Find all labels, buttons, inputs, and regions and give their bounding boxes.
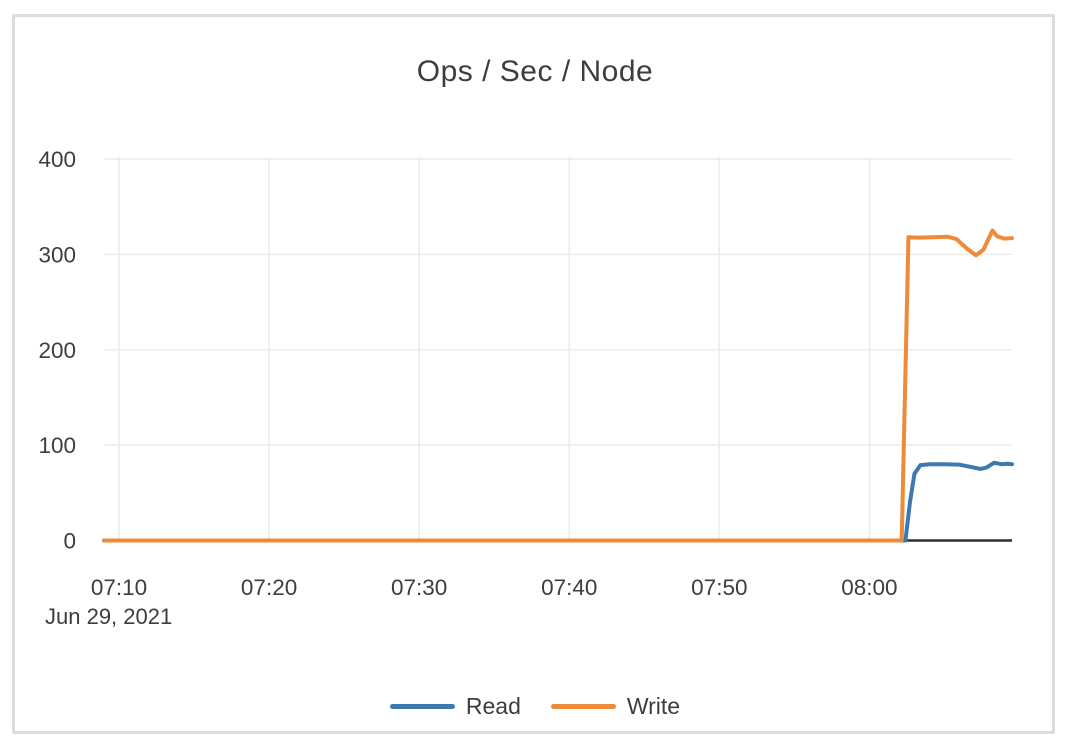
x-tick-label: 07:50: [691, 575, 747, 600]
chart-title: Ops / Sec / Node: [416, 55, 654, 88]
x-tick-label: 07:30: [391, 575, 447, 600]
legend-item-write[interactable]: Write: [550, 693, 681, 720]
legend-label-write: Write: [626, 693, 681, 719]
y-tick-label: 200: [38, 338, 76, 363]
y-tick-label: 0: [63, 529, 76, 554]
x-tick-label: 07:20: [241, 575, 297, 600]
legend-item-read[interactable]: Read: [389, 693, 521, 720]
y-tick-label: 300: [38, 242, 76, 267]
x-tick-label: 08:00: [841, 575, 897, 600]
legend-label-read: Read: [465, 693, 521, 719]
x-tick-label: 07:40: [541, 575, 597, 600]
read-series-line: [102, 460, 1014, 543]
write-line-swatch-icon: [550, 704, 616, 709]
write-series-line: [102, 228, 1014, 543]
x-tick-label: 07:10: [91, 575, 147, 600]
chart-card: [12, 14, 1055, 734]
y-tick-label: 400: [38, 147, 76, 172]
x-axis-date-label: Jun 29, 2021: [45, 604, 173, 629]
read-line-swatch-icon: [389, 704, 455, 709]
y-tick-label: 100: [38, 433, 76, 458]
chart-legend: Read Write: [0, 693, 1070, 720]
